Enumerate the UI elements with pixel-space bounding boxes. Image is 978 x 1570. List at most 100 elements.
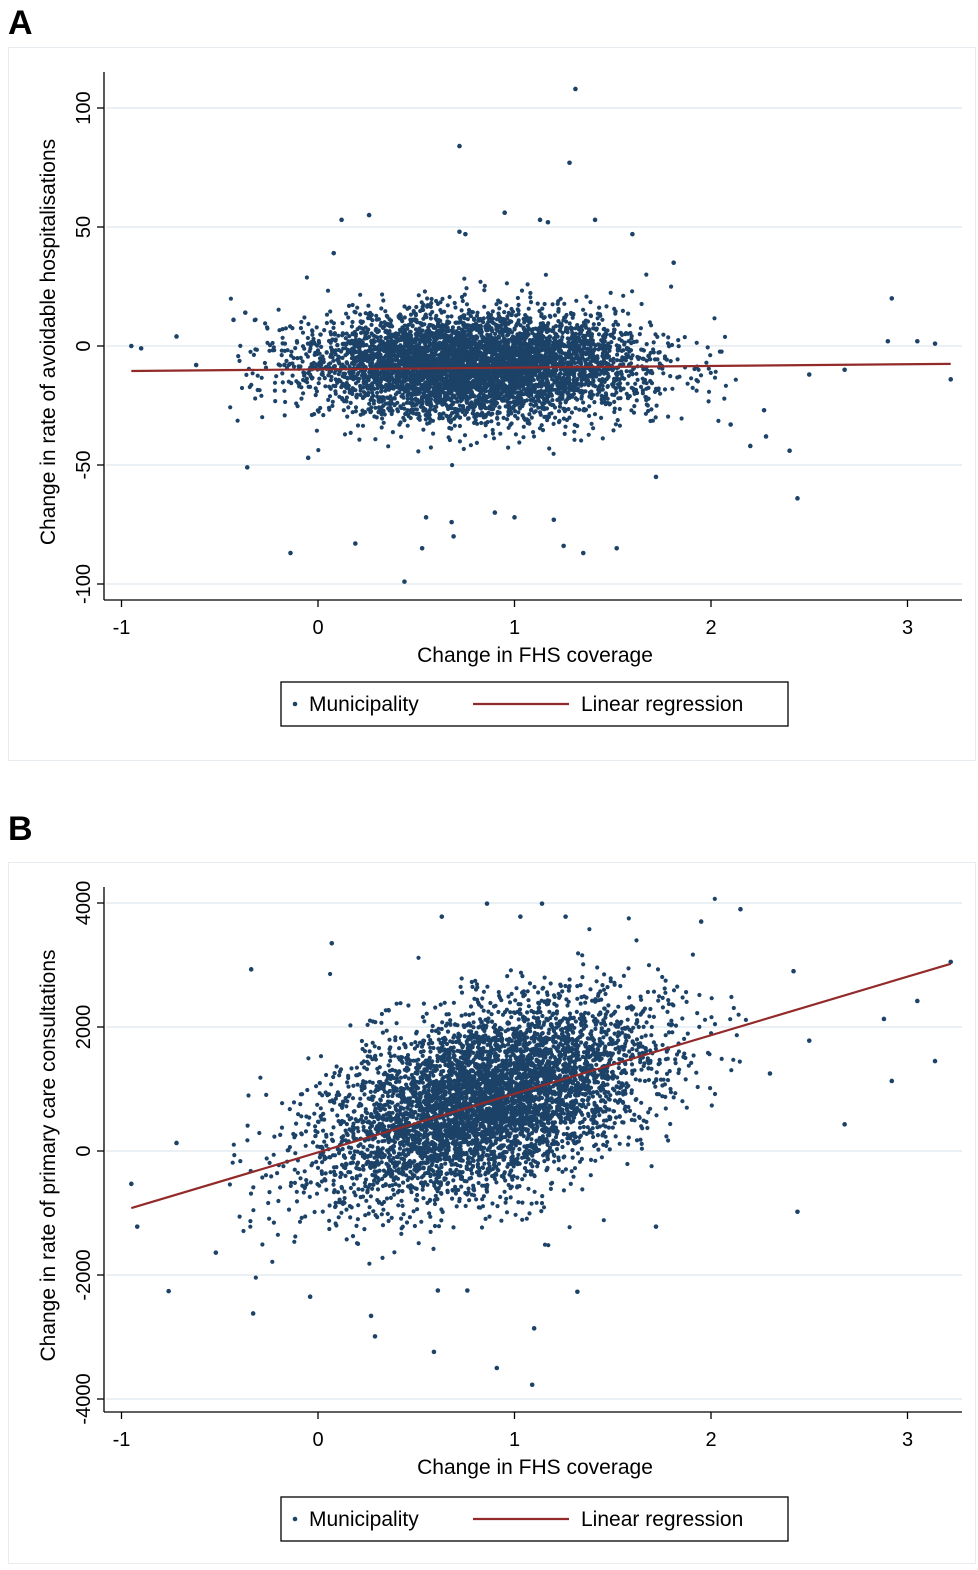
data-point [562, 431, 567, 436]
data-point [679, 416, 684, 421]
data-point [635, 377, 640, 382]
data-point [316, 409, 321, 414]
data-point [556, 420, 562, 425]
data-point [529, 415, 534, 420]
data-point [505, 314, 510, 319]
data-point [429, 296, 434, 302]
data-point [668, 359, 673, 364]
data-point [327, 407, 332, 412]
data-point [259, 375, 264, 380]
data-point [425, 421, 430, 426]
data-point [475, 323, 480, 328]
data-point [696, 367, 701, 372]
data-point [262, 360, 267, 366]
data-point [353, 409, 358, 414]
data-point [587, 404, 592, 409]
data-point [322, 328, 327, 333]
data-point [555, 334, 560, 339]
data-point [524, 417, 530, 422]
data-point [325, 288, 331, 293]
data-point [344, 342, 349, 347]
data-point [708, 353, 713, 358]
data-point [706, 389, 712, 394]
data-point [445, 314, 450, 319]
data-point [502, 394, 507, 399]
data-point [279, 353, 284, 358]
data-point [661, 371, 666, 376]
data-point [551, 421, 556, 426]
data-point [496, 334, 501, 339]
data-point [455, 399, 460, 404]
data-point [466, 416, 471, 421]
data-point [614, 386, 619, 391]
data-point [305, 335, 310, 341]
data-point [381, 298, 386, 303]
data-point [582, 372, 587, 377]
data-point [482, 304, 487, 309]
data-point [621, 293, 626, 298]
data-point [387, 329, 392, 334]
data-point [515, 295, 521, 301]
data-point [328, 354, 333, 359]
data-point [402, 304, 407, 309]
data-point [409, 397, 415, 402]
data-point [581, 307, 586, 312]
data-point [305, 380, 310, 385]
data-point [694, 388, 699, 393]
data-point [441, 411, 446, 416]
data-point [592, 400, 597, 405]
data-point [348, 430, 353, 435]
data-point [469, 380, 475, 385]
data-point [276, 362, 281, 367]
x-tick-label: 3 [902, 617, 913, 639]
data-point [478, 352, 483, 357]
data-point [596, 342, 601, 347]
data-point [498, 431, 503, 436]
data-point [587, 413, 592, 418]
data-point [560, 330, 565, 335]
data-point [600, 317, 605, 322]
data-point [577, 407, 582, 412]
data-point [509, 330, 515, 335]
data-point [519, 288, 525, 293]
data-point [596, 332, 602, 337]
data-point [404, 354, 409, 359]
data-point [274, 374, 279, 379]
data-point [617, 377, 622, 382]
data-point [460, 298, 465, 304]
data-point [627, 349, 632, 354]
data-point [552, 405, 558, 410]
data-point [581, 400, 586, 405]
data-point [685, 381, 690, 386]
data-point [706, 399, 711, 404]
data-point [342, 389, 347, 394]
data-point [664, 357, 669, 362]
data-point [315, 348, 321, 353]
data-point [604, 304, 609, 309]
data-point [577, 331, 582, 337]
data-point [419, 300, 424, 305]
data-point [326, 397, 331, 402]
data-point [267, 348, 272, 353]
data-point [698, 373, 704, 378]
data-point [360, 423, 366, 428]
data-point [567, 321, 572, 326]
data-point [525, 323, 530, 328]
data-point [666, 414, 671, 419]
data-point [563, 407, 568, 413]
data-point [379, 383, 384, 388]
data-point [367, 401, 372, 406]
data-point [610, 368, 615, 373]
data-point [439, 386, 444, 391]
data-point [525, 282, 530, 287]
data-point [380, 346, 385, 351]
data-point [476, 394, 481, 399]
data-point [362, 393, 367, 399]
data-point [253, 396, 258, 401]
data-point [422, 289, 427, 294]
data-point [329, 319, 334, 324]
data-point [610, 392, 615, 397]
data-point [393, 392, 398, 397]
data-point [526, 306, 531, 311]
data-point [584, 294, 589, 299]
